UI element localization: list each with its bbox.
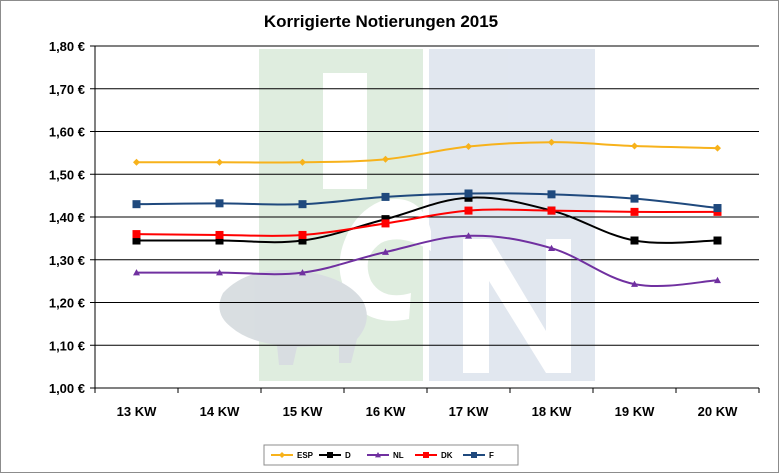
series-line-d: [136, 196, 718, 244]
legend-swatch-marker: [423, 452, 429, 458]
y-tick-label: 1,40 €: [49, 210, 85, 225]
series-line-f: [136, 192, 718, 210]
series-f: [132, 189, 722, 213]
y-tick-label: 1,30 €: [49, 253, 85, 268]
x-tick-label: 13 KW: [117, 404, 157, 419]
data-point-d: [464, 193, 473, 202]
series-line-nl: [136, 234, 718, 287]
y-tick-label: 1,80 €: [49, 39, 85, 54]
axes: [90, 45, 760, 393]
data-point-f: [381, 192, 390, 201]
data-point-dk: [381, 219, 390, 228]
watermark-letter-n: [463, 239, 571, 373]
data-point-esp: [548, 138, 555, 146]
chart-title: Korrigierte Notierungen 2015: [264, 12, 498, 31]
y-tick-label: 1,00 €: [49, 381, 85, 396]
y-tick-label: 1,50 €: [49, 167, 85, 182]
x-tick-label: 14 KW: [200, 404, 240, 419]
data-point-esp: [465, 142, 472, 150]
y-tick-label: 1,20 €: [49, 296, 85, 311]
series-lines: [132, 138, 722, 287]
data-point-dk: [298, 230, 307, 239]
legend-swatch-marker: [279, 452, 285, 458]
data-point-f: [298, 200, 307, 209]
data-point-f: [713, 204, 722, 213]
x-tick-label: 18 KW: [532, 404, 572, 419]
grid-lines: [95, 45, 759, 346]
series-line-esp: [136, 141, 718, 164]
legend-label: NL: [393, 451, 404, 460]
data-point-esp: [382, 155, 389, 163]
legend-item-f: F: [463, 451, 494, 460]
data-point-d: [215, 236, 224, 245]
x-tick-label: 15 KW: [283, 404, 323, 419]
legend-swatch-marker: [375, 452, 381, 458]
data-point-esp: [133, 158, 140, 166]
legend-item-esp: ESP: [271, 451, 314, 460]
data-point-nl: [216, 269, 223, 276]
data-point-dk: [132, 230, 141, 239]
data-point-dk: [630, 207, 639, 216]
data-point-f: [547, 190, 556, 199]
legend-item-dk: DK: [415, 451, 453, 460]
watermark-letter-s: [339, 199, 431, 321]
data-point-nl: [631, 280, 638, 287]
x-tick-label: 17 KW: [449, 404, 489, 419]
x-tick-labels: 13 KW 14 KW 15 KW 16 KW 17 KW 18 KW 19 KW 20 KW: [117, 404, 738, 419]
data-point-esp: [216, 158, 223, 166]
y-tick-label: 1,70 €: [49, 82, 85, 97]
data-point-d: [381, 215, 390, 224]
legend-swatch-marker: [327, 452, 333, 458]
legend-swatch-marker: [471, 452, 477, 458]
data-point-nl: [133, 269, 140, 276]
y-tick-labels: 1,00 € 1,10 € 1,20 € 1,30 € 1,40 € 1,50 € 1,60…: [49, 39, 85, 396]
data-point-esp: [631, 142, 638, 150]
data-point-dk: [547, 206, 556, 215]
data-point-d: [713, 236, 722, 245]
legend: ESP D NL DK F: [263, 444, 519, 466]
series-line-dk: [136, 208, 718, 237]
legend-label: DK: [441, 451, 453, 460]
legend-label: ESP: [297, 451, 314, 460]
data-point-nl: [465, 232, 472, 239]
watermark-pig-silhouette: [219, 269, 367, 365]
x-tick-label: 16 KW: [366, 404, 406, 419]
legend-box: [263, 444, 519, 466]
data-point-nl: [382, 248, 389, 255]
data-point-esp: [714, 144, 721, 152]
legend-label: F: [489, 451, 494, 460]
legend-item-nl: NL: [367, 451, 404, 460]
data-point-d: [132, 236, 141, 245]
data-point-dk: [215, 230, 224, 239]
data-point-nl: [714, 276, 721, 284]
data-point-d: [298, 236, 307, 245]
data-point-dk: [464, 206, 473, 215]
y-tick-label: 1,60 €: [49, 125, 85, 140]
legend-label: D: [345, 451, 351, 460]
x-tick-label: 19 KW: [615, 404, 655, 419]
data-point-esp: [299, 158, 306, 166]
x-tick-label: 20 KW: [698, 404, 738, 419]
data-point-f: [464, 189, 473, 198]
series-esp: [133, 138, 721, 166]
legend-item-d: D: [319, 451, 351, 460]
data-point-nl: [548, 244, 555, 252]
series-nl: [133, 232, 721, 287]
data-point-d: [630, 236, 639, 245]
data-point-f: [630, 194, 639, 203]
y-tick-label: 1,10 €: [49, 338, 85, 353]
data-point-f: [215, 199, 224, 208]
data-point-f: [132, 200, 141, 209]
data-point-nl: [299, 269, 306, 276]
watermark-logo: [219, 49, 595, 381]
